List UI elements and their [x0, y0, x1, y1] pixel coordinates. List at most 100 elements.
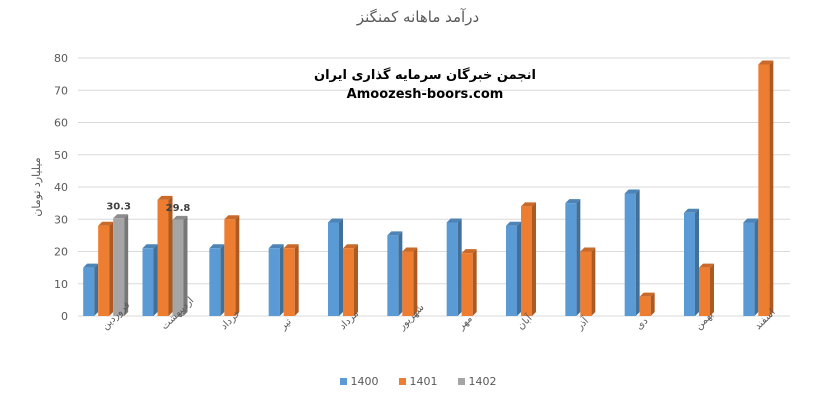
bar-1401: [639, 296, 651, 316]
data-label: 30.3: [106, 201, 131, 212]
bar-1401: [343, 248, 354, 316]
bar-top-1400: [743, 218, 759, 223]
bar-side-1400: [220, 244, 225, 316]
bar-side-1400: [635, 189, 640, 316]
bar-top-1401: [699, 263, 714, 268]
watermark-line-2: Amoozesh-boors.com: [346, 87, 504, 102]
bar-side-1401: [109, 221, 114, 316]
bar-1400: [387, 235, 399, 316]
watermark-line-1: انجمن خبرگان سرمایه گذاری ایران: [314, 68, 536, 83]
bar-1400: [83, 267, 95, 316]
bar-side-1400: [517, 221, 521, 316]
bar-side-1401: [294, 244, 299, 316]
bar-side-1400: [457, 218, 462, 316]
legend-swatch-1401: [398, 378, 406, 385]
bar-1400: [624, 193, 636, 316]
bar-1400: [328, 222, 339, 316]
bar-1401: [521, 206, 532, 316]
legend-label-1401: 1401: [409, 375, 438, 388]
bar-top-1400: [565, 199, 581, 204]
bar-top-1401: [343, 244, 358, 249]
bar-top-1401: [580, 247, 596, 252]
bar-1401: [699, 267, 710, 316]
bar-1400: [565, 203, 577, 316]
legend-swatch-1400: [339, 378, 347, 385]
bar-top-1402: [113, 214, 129, 219]
bar-side-1401: [413, 247, 418, 316]
watermark: انجمن خبرگان سرمایه گذاری ایران Amoozesh…: [305, 68, 545, 102]
bar-top-1400: [83, 263, 99, 268]
bar-top-1401: [521, 202, 536, 207]
bar-side-1400: [695, 208, 699, 316]
bar-top-1401: [283, 244, 299, 249]
bar-top-1400: [209, 244, 225, 249]
bar-top-1401: [402, 247, 418, 252]
y-tick-label: 30: [54, 213, 68, 226]
bar-top-1402: [172, 215, 188, 220]
y-tick-label: 70: [54, 84, 68, 97]
bar-top-1400: [328, 218, 343, 223]
y-tick-label: 50: [54, 149, 68, 162]
bar-top-1400: [268, 244, 284, 249]
bar-1402: [113, 218, 125, 316]
bar-1400: [684, 212, 695, 316]
bar-side-1401: [472, 249, 477, 316]
bar-1400: [446, 222, 458, 316]
bar-side-1400: [339, 218, 343, 316]
legend-label-1400: 1400: [350, 375, 379, 388]
legend: 1400 1401 1402: [0, 375, 836, 388]
bar-side-1401: [769, 60, 774, 317]
bar-side-1400: [153, 244, 158, 316]
y-tick-label: 40: [54, 181, 68, 194]
bar-top-1400: [684, 208, 699, 213]
legend-swatch-1402: [457, 378, 465, 385]
bar-side-1402: [183, 215, 188, 316]
bar-top-1401: [157, 195, 173, 200]
y-tick-label: 10: [54, 278, 68, 291]
bar-side-1400: [398, 231, 403, 316]
bar-side-1401: [591, 247, 596, 316]
bar-1400: [209, 248, 221, 316]
bar-side-1400: [576, 199, 581, 316]
bar-side-1401: [650, 292, 655, 316]
bar-side-1401: [168, 195, 173, 316]
x-tick-label: تیر: [277, 316, 294, 333]
bar-1401: [157, 199, 169, 316]
bar-1401: [461, 253, 473, 316]
bar-1401: [402, 251, 414, 316]
bar-1401: [580, 251, 592, 316]
bar-side-1400: [94, 263, 99, 316]
legend-item-1401: 1401: [398, 375, 438, 388]
bar-top-1401: [639, 292, 655, 297]
bar-side-1400: [279, 244, 284, 316]
bar-side-1401: [710, 263, 714, 316]
bar-side-1401: [235, 215, 240, 316]
legend-label-1402: 1402: [468, 375, 497, 388]
bar-1400: [142, 248, 154, 316]
bar-1400: [743, 222, 755, 316]
bar-top-1400: [506, 221, 521, 226]
y-tick-label: 60: [54, 117, 68, 130]
bar-1402: [172, 219, 184, 316]
bar-side-1401: [354, 244, 358, 316]
bar-top-1401: [98, 221, 114, 226]
bar-top-1400: [142, 244, 158, 249]
bar-side-1400: [754, 218, 759, 316]
y-tick-label: 0: [61, 310, 68, 323]
bar-top-1400: [624, 189, 640, 194]
bar-top-1400: [387, 231, 403, 236]
y-axis-label: میلیارد تومان: [30, 157, 43, 216]
data-label: 29.8: [166, 203, 191, 214]
y-tick-label: 80: [54, 52, 68, 65]
legend-item-1400: 1400: [339, 375, 379, 388]
legend-item-1402: 1402: [457, 375, 497, 388]
bar-1401: [98, 225, 110, 316]
bar-top-1401: [224, 215, 240, 220]
bar-1400: [506, 225, 517, 316]
y-tick-label: 20: [54, 246, 68, 259]
bar-top-1401: [461, 249, 477, 254]
bar-top-1400: [446, 218, 462, 223]
bar-top-1401: [758, 60, 774, 65]
